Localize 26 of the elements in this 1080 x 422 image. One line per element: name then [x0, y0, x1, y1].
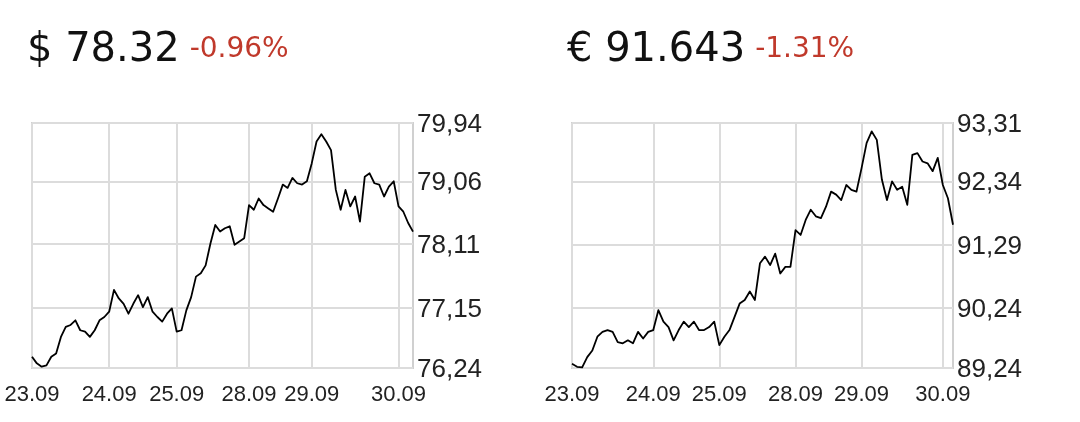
chart-title: € 91.643	[567, 24, 746, 70]
x-tick-label: 24.09	[625, 380, 681, 406]
x-tick-label: 30.09	[371, 380, 427, 406]
x-tick-label: 23.09	[4, 380, 60, 406]
y-tick-label: 77,15	[417, 292, 483, 323]
x-tick-label: 25.09	[149, 380, 205, 406]
y-tick-label: 89,24	[957, 353, 1023, 383]
x-tick-label: 24.09	[81, 380, 137, 406]
x-tick-label: 28.09	[767, 380, 824, 406]
x-tick-label: 28.09	[221, 380, 277, 406]
x-tick-label: 29.09	[834, 380, 890, 406]
x-tick-label: 29.09	[284, 380, 340, 406]
y-tick-label: 93,31	[957, 108, 1023, 138]
y-tick-label: 92,34	[957, 166, 1023, 197]
y-tick-label: 91,29	[957, 229, 1023, 260]
chart-title: $ 78.32	[27, 24, 180, 70]
x-tick-label: 25.09	[691, 380, 747, 406]
chart-subtitle: -0.96%	[189, 30, 289, 64]
x-tick-label: 30.09	[915, 380, 971, 406]
chart-subtitle: -1.31%	[755, 30, 855, 64]
y-tick-label: 90,24	[957, 292, 1023, 323]
y-tick-label: 79,06	[417, 166, 483, 197]
y-tick-label: 76,24	[417, 353, 483, 383]
y-tick-label: 79,94	[417, 108, 483, 138]
x-tick-label: 23.09	[544, 380, 600, 406]
y-tick-label: 78,11	[417, 229, 481, 260]
